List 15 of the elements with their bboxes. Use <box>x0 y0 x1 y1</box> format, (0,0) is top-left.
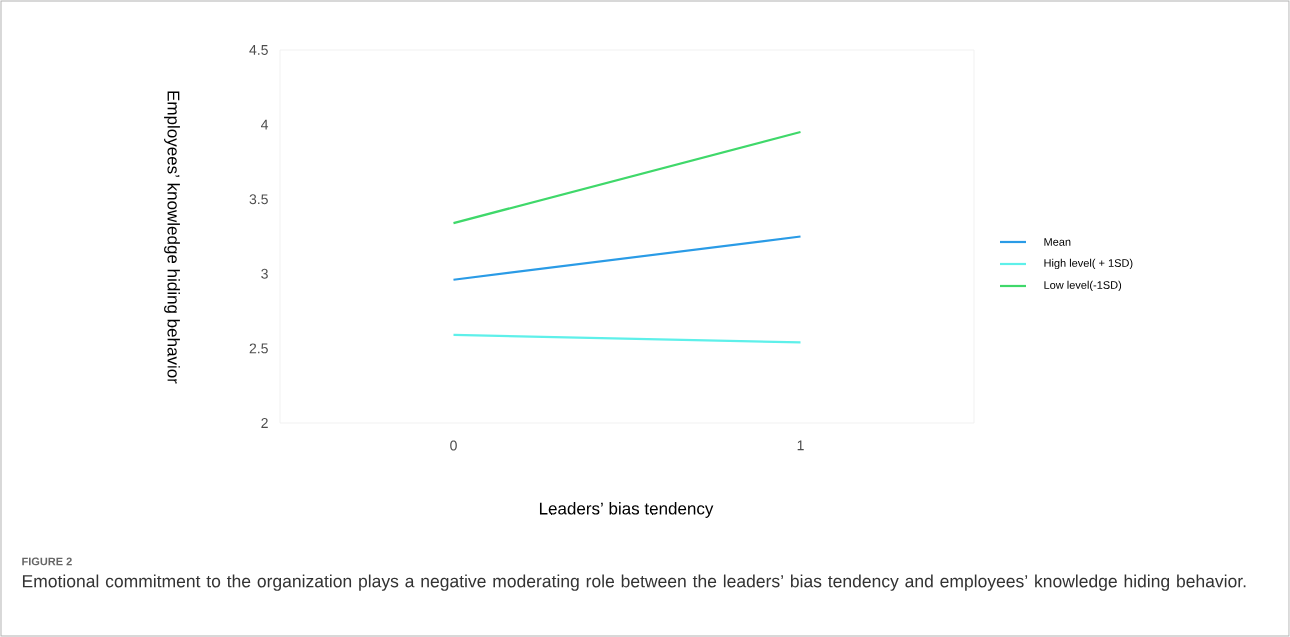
y-tick-label: 4 <box>261 119 269 130</box>
x-axis-title: Leaders’ bias tendency <box>539 502 714 518</box>
x-tick-label: 1 <box>797 440 804 451</box>
caption: FIGURE 2 <box>22 557 72 566</box>
legend-label: Low level(-1SD) <box>1044 280 1122 292</box>
legend-label: High level( + 1SD) <box>1044 258 1133 270</box>
y-tick-label: 2.5 <box>249 343 268 354</box>
y-tick-label: 3 <box>261 268 268 279</box>
text: Emotional commitment to the organization plays a negative moderating role between the leaders’ bias tendency and employees’ knowledge hiding behavior. <box>22 574 1246 591</box>
legend-label: Mean <box>1044 238 1071 246</box>
x-tick-label: 0 <box>450 440 457 451</box>
y-tick-label: 4.5 <box>249 45 268 55</box>
y-tick-label: 3.5 <box>249 194 268 205</box>
y-axis-title: Employees’ knowledge hiding behavior <box>164 91 180 384</box>
y-tick-label: 2 <box>261 418 268 428</box>
